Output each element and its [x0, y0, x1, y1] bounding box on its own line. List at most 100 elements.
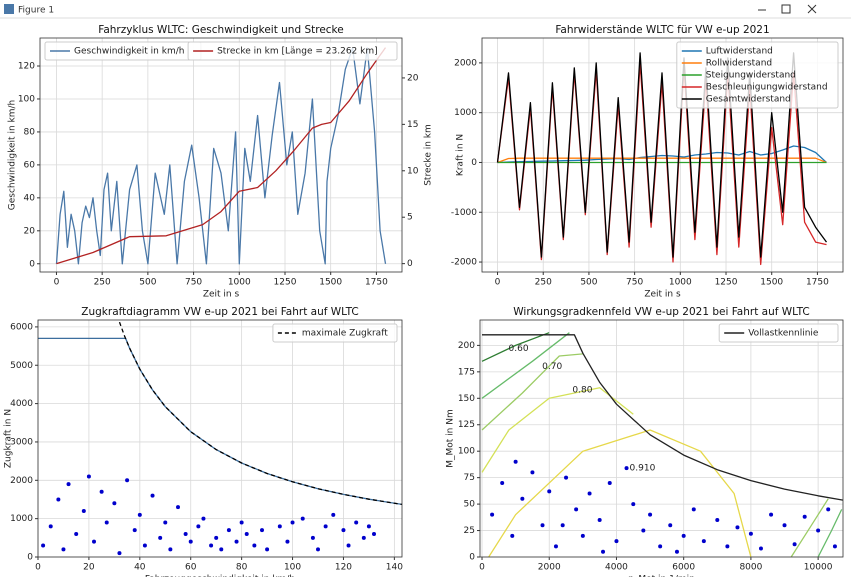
y-tick-label: 175	[458, 367, 475, 377]
scatter-point	[219, 547, 224, 552]
scatter-point	[530, 470, 535, 475]
y-tick-label: 150	[458, 394, 475, 404]
scatter-point	[92, 539, 96, 544]
scatter-point	[513, 459, 518, 464]
maximize-button[interactable]	[781, 4, 791, 14]
scatter-point	[244, 531, 249, 536]
x-tick-label: 750	[185, 278, 202, 288]
legend-box	[187, 41, 398, 61]
x-tick-label: 120	[335, 563, 352, 573]
x-tick-label: 1500	[319, 278, 342, 288]
y-axis-label: M_Mot in Nm	[446, 409, 456, 468]
scatter-point	[214, 535, 219, 540]
plot-layer: 0.910 0.60 0.70 0.80	[481, 332, 843, 557]
y-axis-label: Geschwindigkeit in km/h	[8, 100, 18, 210]
scatter-point	[209, 543, 214, 548]
plot-layer	[55, 47, 387, 265]
x-tick-label: 250	[535, 278, 552, 288]
x-tick-label: 750	[626, 278, 643, 288]
x-tick-label: 0	[479, 563, 485, 573]
scatter-point	[239, 520, 244, 525]
y-tick-label: 50	[464, 500, 476, 510]
x-tick-label: 1250	[274, 278, 297, 288]
scatter-point	[614, 539, 619, 544]
line-series	[482, 334, 843, 501]
legend-box	[272, 323, 398, 343]
scatter-point	[234, 539, 239, 544]
scatter-point	[758, 546, 763, 551]
scatter-point	[601, 549, 606, 554]
scatter-point	[66, 482, 71, 487]
close-button[interactable]	[807, 4, 817, 14]
scatter-point	[372, 531, 376, 536]
legend-label: Vollastkennlinie	[748, 329, 819, 339]
scatter-point	[176, 505, 180, 510]
chart-title: Fahrzyklus WLTC: Geschwindigkeit und Str…	[98, 24, 343, 36]
scatter-point	[163, 520, 168, 525]
scatter-point	[520, 496, 525, 501]
scatter-point	[56, 497, 61, 502]
chart: 0 250 500 750 1000 1250 1500 1750 -2000 -1000 0 100…	[451, 24, 844, 300]
x-tick-label: 4000	[605, 563, 628, 573]
scatter-point	[624, 466, 629, 471]
plot-layer	[38, 321, 402, 556]
line-series	[481, 332, 550, 362]
x-tick-label: 500	[580, 278, 597, 288]
axes-frame	[481, 37, 844, 273]
x-tick-label: 2000	[538, 563, 561, 573]
y-tick-label: 3000	[10, 437, 33, 447]
scatter-point	[252, 543, 257, 548]
plot-layer	[496, 52, 828, 266]
scatter-point	[81, 508, 86, 513]
scatter-point	[715, 517, 720, 522]
x-tick-label: 60	[185, 563, 197, 573]
y-tick-label: 75	[464, 473, 475, 483]
x-tick-label: 20	[83, 563, 95, 573]
app-icon	[4, 4, 14, 14]
y-tick-label: 100	[458, 447, 475, 457]
y-tick-label: 40	[24, 193, 36, 203]
scatter-point	[597, 517, 602, 522]
y-tick-label: 6000	[10, 322, 33, 332]
chart: 0 20 40 60 80 100 120 140 0 1000 2000 3000 4000 5000 6…	[4, 306, 404, 577]
scatter-point	[201, 516, 206, 521]
x-tick-label: 1500	[760, 278, 783, 288]
scatter-point	[510, 533, 515, 538]
y-axis-label: Zugkraft in N	[4, 409, 14, 468]
x-tick-label: 6000	[672, 563, 695, 573]
annotation: 0.910	[630, 464, 656, 474]
x-axis-label: Fahrzeuggeschwindigkeit in km/h	[145, 575, 295, 577]
x-tick-label: 140	[386, 563, 403, 573]
scatter-point	[150, 493, 155, 498]
scatter-point	[587, 491, 592, 496]
axes-frame	[479, 319, 844, 558]
x-tick-label: 1000	[228, 278, 251, 288]
y-tick-label: 2000	[10, 476, 33, 486]
legend-label: Geschwindigkeit in km/h	[74, 47, 184, 57]
scatter-point	[265, 547, 270, 552]
x-tick-label: 1750	[806, 278, 829, 288]
scatter-point	[285, 539, 290, 544]
scatter-point	[691, 507, 696, 512]
line-series	[497, 145, 827, 164]
x-tick-label: 8000	[739, 563, 762, 573]
scatter-point	[725, 544, 730, 549]
legend-label: Strecke in km [Länge = 23.262 km]	[217, 47, 378, 57]
line-series	[497, 157, 827, 164]
x-tick-label: 100	[284, 563, 301, 573]
scatter-point	[341, 528, 346, 533]
line-series	[488, 429, 752, 557]
x-tick-label: 0	[54, 278, 60, 288]
window-title: Figure 1	[18, 6, 54, 16]
scatter-point	[574, 507, 579, 512]
legend-label: maximale Zugkraft	[302, 329, 388, 339]
y-tick-label: 80	[24, 127, 36, 137]
axes-frame	[37, 319, 403, 558]
line-series	[481, 353, 583, 431]
scatter-point	[41, 543, 46, 548]
scatter-point	[832, 544, 837, 549]
scatter-point	[117, 551, 122, 556]
scatter-point	[132, 528, 137, 533]
axes-frame	[39, 37, 403, 273]
scatter-point	[331, 512, 336, 517]
